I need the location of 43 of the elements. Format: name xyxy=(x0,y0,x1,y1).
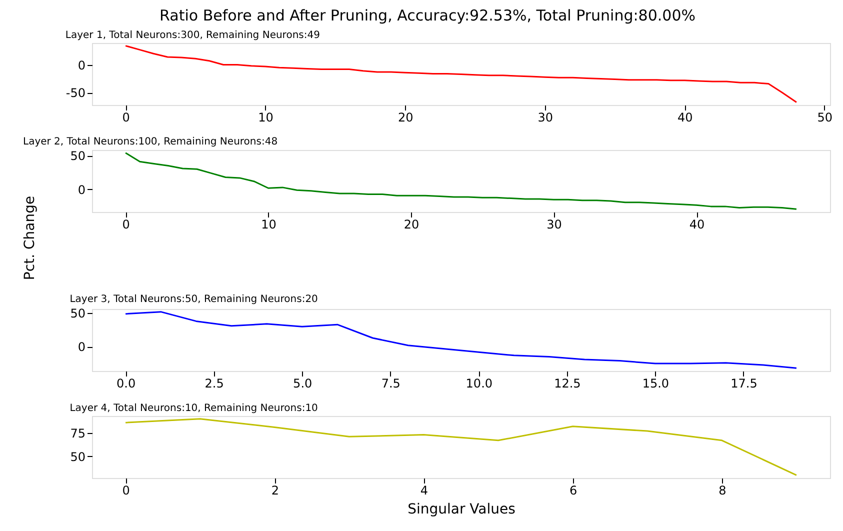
y-axis-title: Pct. Change xyxy=(22,196,38,280)
x-axis-title: Singular Values xyxy=(408,502,516,518)
y-tick-label: 0 xyxy=(78,182,86,197)
x-tick-label: 17.5 xyxy=(730,376,758,390)
x-tick-label: 2 xyxy=(271,484,279,498)
x-tick-label: 40 xyxy=(677,110,693,124)
line-series xyxy=(124,152,798,210)
x-tick-label: 7.5 xyxy=(381,376,400,390)
x-tick-label: 30 xyxy=(538,110,554,124)
x-tick-label: 4 xyxy=(420,484,428,498)
x-tick-label: 12.5 xyxy=(554,376,581,390)
chart-title: Layer 4, Total Neurons:10, Remaining Neurons:10 xyxy=(70,403,318,414)
x-tick-label: 0.0 xyxy=(116,376,136,390)
y-tick-label: 50 xyxy=(70,306,86,321)
x-tick-label: 0 xyxy=(122,110,130,124)
x-tick-label: 20 xyxy=(404,218,420,232)
line-series xyxy=(124,45,798,103)
x-tick-label: 30 xyxy=(546,218,562,232)
chart-title: Layer 2, Total Neurons:100, Remaining Neurons:48 xyxy=(23,136,278,148)
y-tick-label: 50 xyxy=(70,149,86,164)
y-tick-label: 0 xyxy=(78,58,86,72)
y-tick-label: -50 xyxy=(66,86,86,100)
x-tick-label: 10 xyxy=(258,110,274,124)
chart-title: Layer 3, Total Neurons:50, Remaining Neurons:20 xyxy=(70,294,318,306)
x-tick-label: 15.0 xyxy=(642,376,670,390)
x-tick-label: 5.0 xyxy=(293,376,312,390)
x-tick-label: 40 xyxy=(689,218,705,232)
chart-title: Layer 1, Total Neurons:300, Remaining Neurons:49 xyxy=(65,30,320,41)
x-tick-label: 10 xyxy=(261,218,276,232)
y-tick-label: 75 xyxy=(70,426,86,440)
x-tick-label: 0 xyxy=(122,484,130,498)
x-tick-label: 6 xyxy=(570,484,578,498)
line-series xyxy=(124,311,798,369)
line-series xyxy=(124,418,798,476)
x-tick-label: 20 xyxy=(398,110,414,124)
x-tick-label: 50 xyxy=(817,110,833,124)
x-tick-label: 8 xyxy=(718,484,726,498)
x-tick-label: 2.5 xyxy=(204,376,224,390)
text: Ratio Before and After Pruning, Accuracy:92.53%, Total Pruning:80.00% xyxy=(160,6,696,24)
y-tick-label: 50 xyxy=(70,450,86,464)
x-tick-label: 10.0 xyxy=(466,376,493,390)
y-tick-label: 0 xyxy=(78,340,86,354)
x-tick-label: 0 xyxy=(122,218,130,232)
